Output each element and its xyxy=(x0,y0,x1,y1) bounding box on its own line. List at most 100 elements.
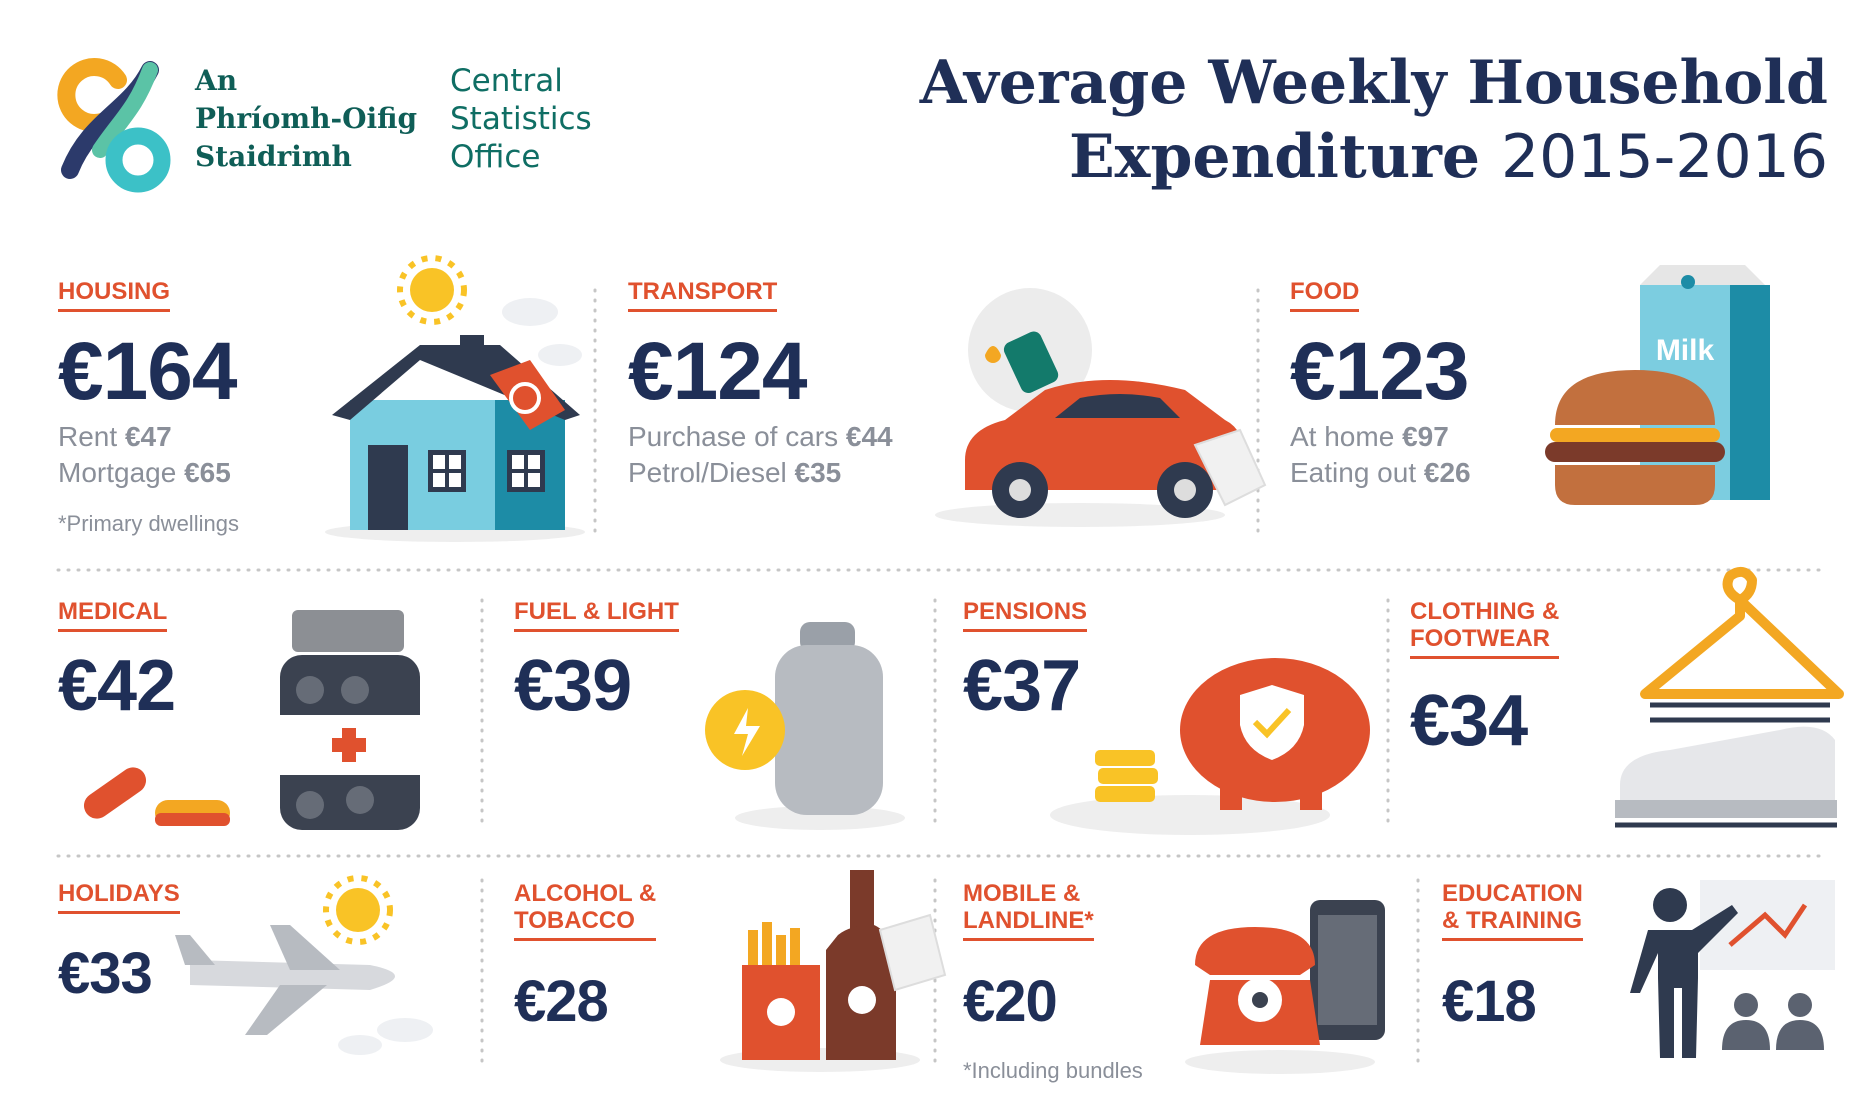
detail-label: At home xyxy=(1290,421,1395,452)
section-label: PENSIONS xyxy=(963,598,1088,632)
icon-shape xyxy=(296,676,324,704)
icon-shape xyxy=(377,1018,433,1042)
icon-shape xyxy=(1095,750,1155,766)
icon-shape xyxy=(1240,685,1304,760)
icon-shape xyxy=(155,813,230,826)
logo-line: An xyxy=(195,64,238,97)
icon-shape xyxy=(512,473,524,487)
icon-shape xyxy=(1681,275,1695,289)
detail-label: Mortgage xyxy=(58,457,177,488)
icon-shape xyxy=(1185,1050,1375,1074)
icon-shape xyxy=(1318,915,1377,1025)
title-years: 2015-2016 xyxy=(1500,122,1828,192)
section-label: CLOTHING & FOOTWEAR xyxy=(1410,598,1560,659)
logo-line: Phríomh-Oifig xyxy=(195,102,418,135)
section-label: HOLIDAYS xyxy=(58,880,180,914)
icon-shape xyxy=(433,473,445,487)
icon-shape xyxy=(1630,905,1738,1058)
detail: Purchase of cars €44 xyxy=(628,419,893,455)
section-amount: €42 xyxy=(58,646,176,726)
icon-shape xyxy=(502,298,558,326)
label-line: & TRAINING xyxy=(1442,907,1582,934)
label-line: MEDICAL xyxy=(58,598,168,625)
label-line: MOBILE & xyxy=(963,880,1081,907)
icon-shape xyxy=(346,786,374,814)
pensions-icon xyxy=(1050,658,1370,835)
title-text: Expenditure xyxy=(1068,122,1481,192)
icon-shape xyxy=(790,928,800,975)
transport-icon xyxy=(935,288,1267,527)
icon-shape xyxy=(1555,465,1715,505)
logo-line: Office xyxy=(450,139,541,175)
title-line: Expenditure 2015-2016 xyxy=(920,120,1828,194)
icon-shape xyxy=(1620,726,1835,800)
icon-shape xyxy=(92,62,158,158)
label-line: TOBACCO xyxy=(514,907,635,934)
icon-shape xyxy=(410,268,454,312)
icon-shape xyxy=(1734,993,1758,1017)
label-line: FOOD xyxy=(1290,278,1360,305)
icon-shape xyxy=(341,676,369,704)
icon-shape xyxy=(848,986,876,1014)
label-line: ALCOHOL & xyxy=(514,880,657,907)
icon-shape xyxy=(1095,786,1155,802)
section-amount: €33 xyxy=(58,941,153,1006)
clothing-icon xyxy=(1615,566,1844,828)
section-label: EDUCATION & TRAINING xyxy=(1442,880,1583,941)
icon-shape xyxy=(1098,768,1158,784)
detail: Petrol/Diesel €35 xyxy=(628,455,841,491)
icon-shape xyxy=(105,127,171,193)
section-amount: €164 xyxy=(58,326,237,417)
detail-label: Rent xyxy=(58,421,118,452)
icon-shape xyxy=(965,380,1245,490)
icon-shape xyxy=(775,645,883,815)
icon-shape xyxy=(878,913,947,992)
mobile-icon xyxy=(1185,900,1385,1074)
section-label: MOBILE & LANDLINE* xyxy=(963,880,1094,941)
icon-shape xyxy=(734,708,760,756)
icon-shape xyxy=(449,473,461,487)
food-icon: Milk xyxy=(1545,265,1770,505)
detail-amount: €47 xyxy=(124,421,172,452)
icon-shape xyxy=(776,935,786,975)
section-amount: €18 xyxy=(1442,969,1537,1034)
icon-shape xyxy=(1003,331,1059,394)
note: *Primary dwellings xyxy=(58,511,239,536)
label-line: EDUCATION xyxy=(1442,880,1583,907)
section-label: FUEL & LIGHT xyxy=(514,598,679,632)
icon-shape xyxy=(336,888,380,932)
section-label: ALCOHOL & TOBACCO xyxy=(514,880,657,941)
detail-amount: €97 xyxy=(1402,421,1449,452)
label-line: PENSIONS xyxy=(963,598,1088,625)
section-label: MEDICAL xyxy=(58,598,168,632)
icon-shape xyxy=(528,455,540,469)
icon-shape xyxy=(512,455,524,469)
detail: Eating out €26 xyxy=(1290,455,1471,491)
icon-shape xyxy=(296,791,324,819)
logo-mark xyxy=(57,58,171,193)
icon-shape xyxy=(292,610,404,652)
icon-shape xyxy=(1776,1020,1824,1050)
medical-icon xyxy=(83,610,420,830)
icon-shape xyxy=(1788,993,1812,1017)
label-line: TRANSPORT xyxy=(628,278,778,305)
label-line: FUEL & LIGHT xyxy=(514,598,679,625)
detail-label: Purchase of cars xyxy=(628,421,839,452)
icon-shape xyxy=(1615,800,1837,818)
logo-line: Staidrimh xyxy=(195,140,352,173)
icon-shape xyxy=(985,346,1001,363)
detail: Mortgage €65 xyxy=(58,455,231,491)
icon-shape xyxy=(538,344,582,366)
label-line: FOOTWEAR xyxy=(1410,625,1550,652)
section-amount: €28 xyxy=(514,969,609,1034)
icon-shape xyxy=(748,930,758,975)
icon-shape xyxy=(332,345,580,420)
icon-shape xyxy=(1009,479,1031,501)
icon-shape xyxy=(1653,888,1687,922)
section-amount: €39 xyxy=(514,646,632,726)
detail-label: Eating out xyxy=(1290,457,1417,488)
milk-text: Milk xyxy=(1656,334,1715,367)
logo-english: Central Statistics Office xyxy=(450,62,592,176)
